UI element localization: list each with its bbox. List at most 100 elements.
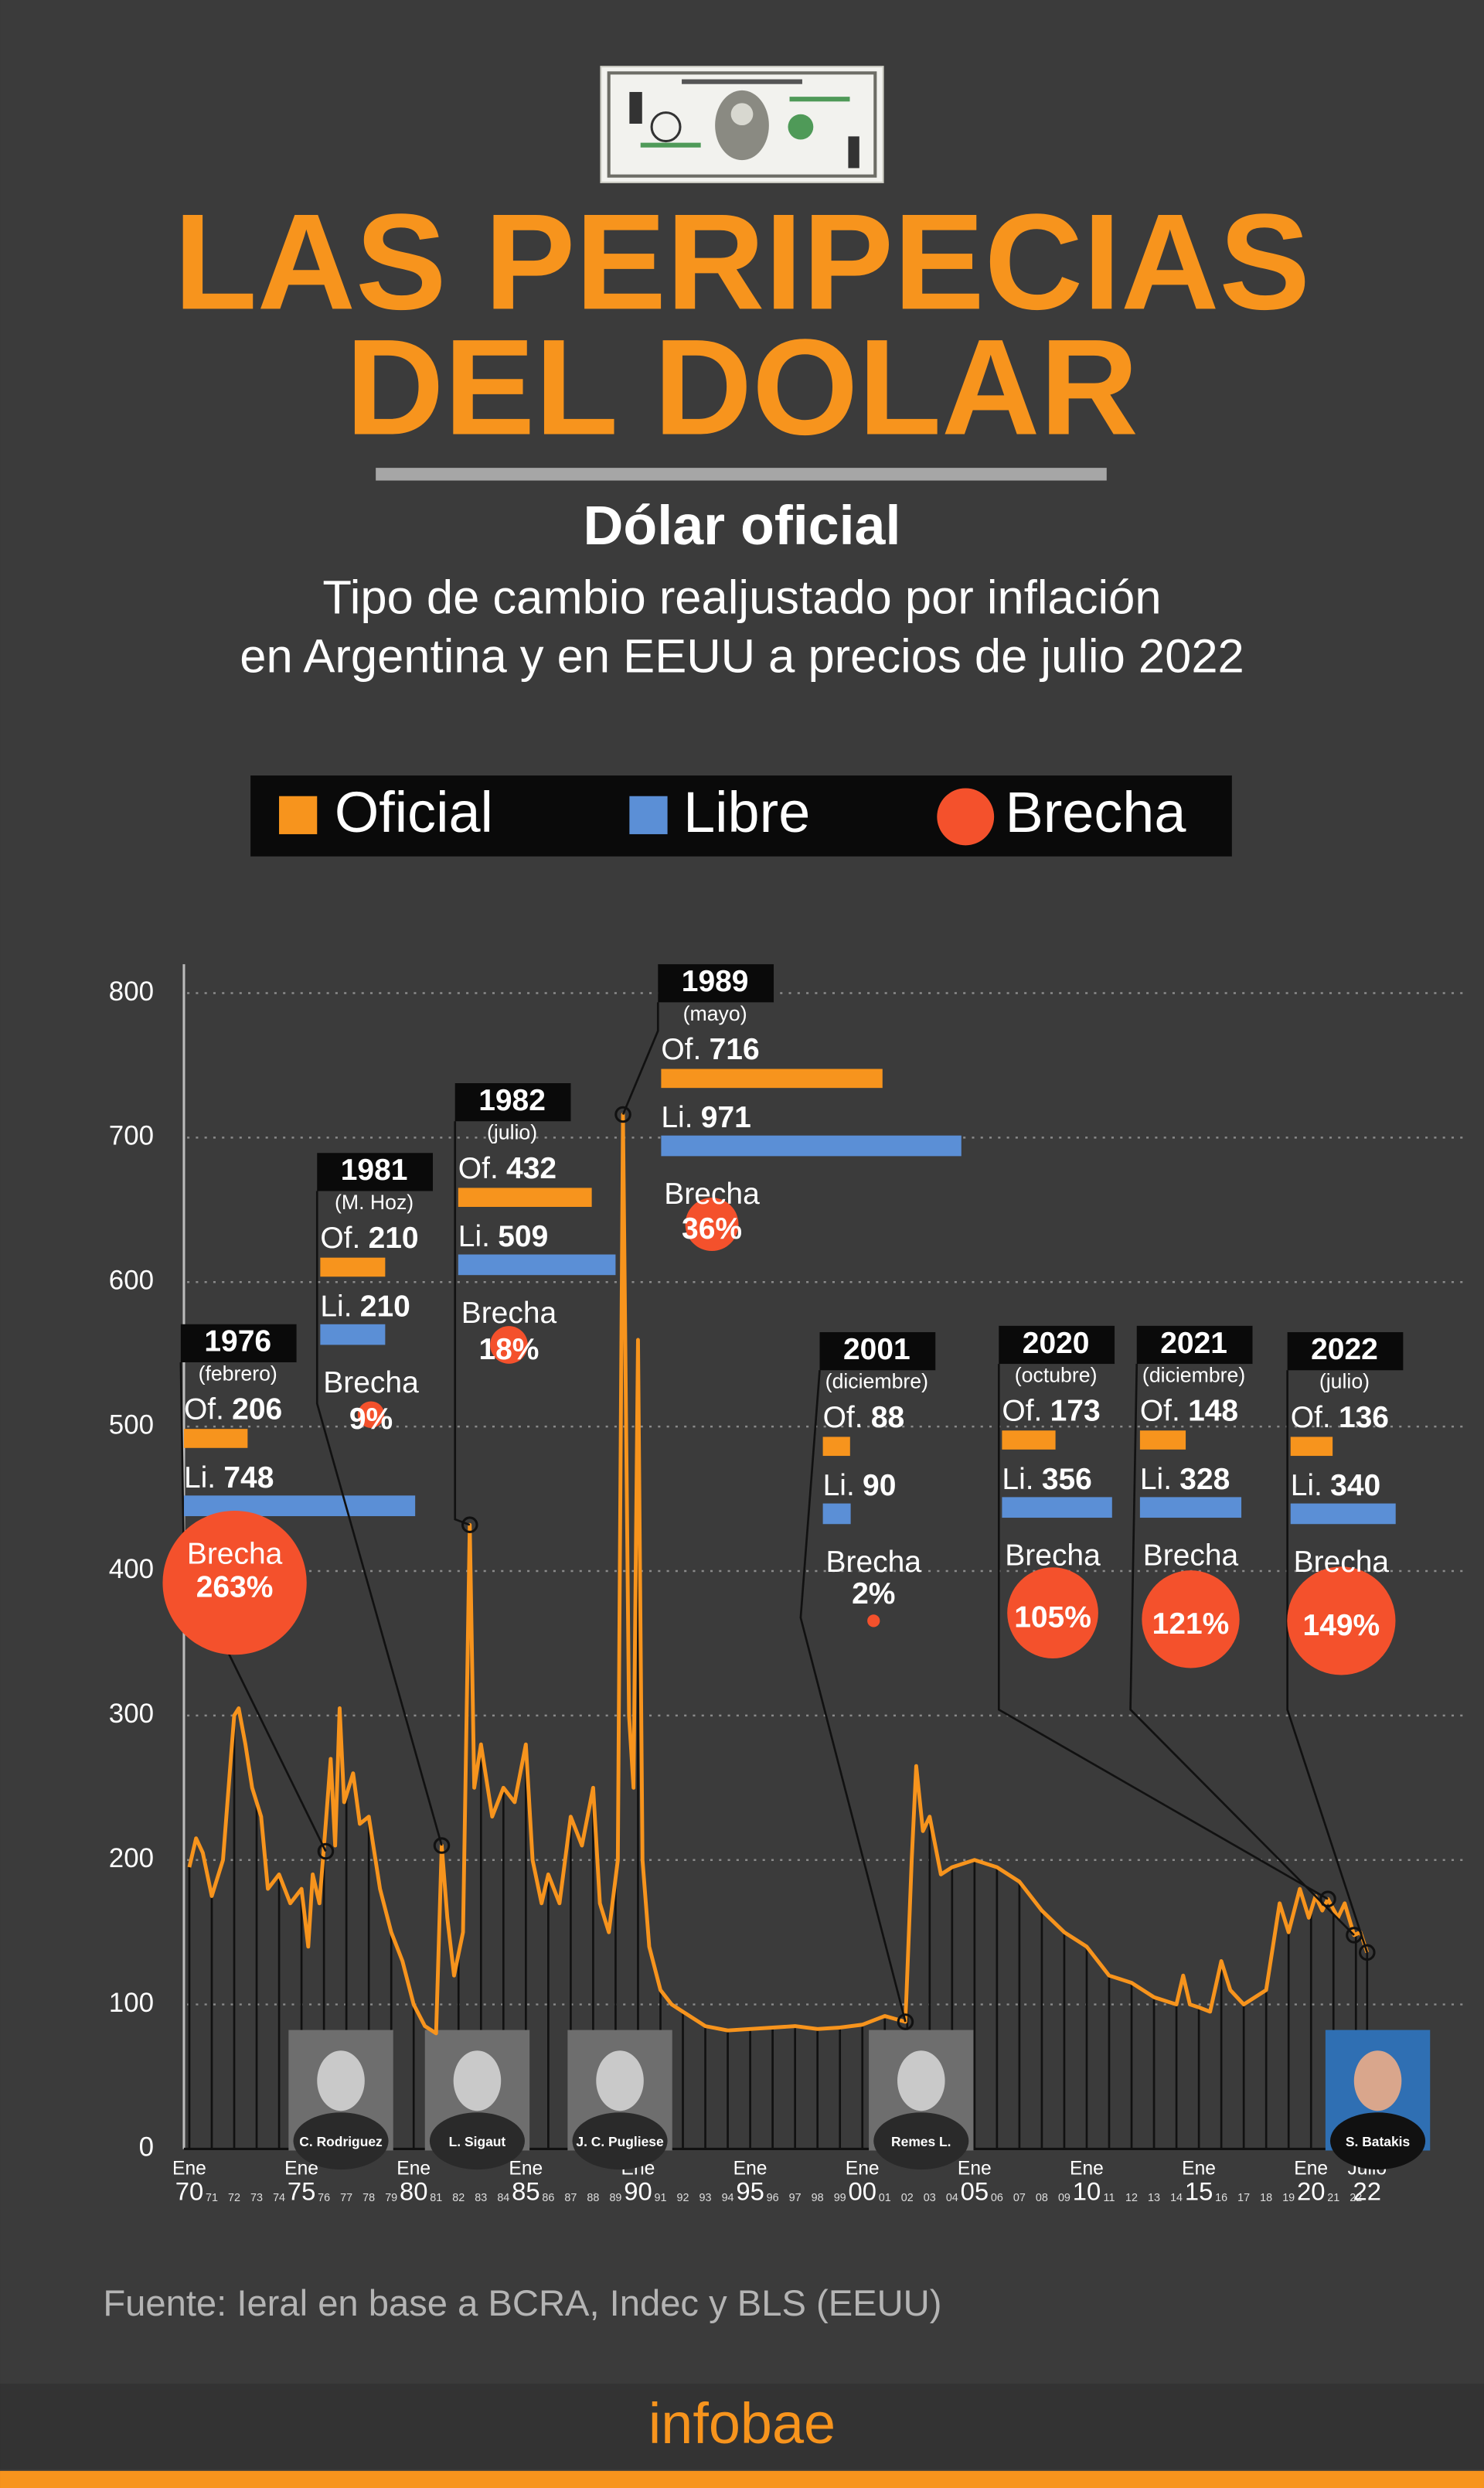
x-minor-label: 92 xyxy=(677,2192,689,2204)
oficial-prefix: Of. xyxy=(320,1222,360,1255)
portrait-body xyxy=(873,2112,969,2170)
x-minor-label: 96 xyxy=(767,2192,779,2204)
portrait-body xyxy=(293,2112,389,2170)
y-tick-label: 800 xyxy=(109,976,154,1007)
x-tick-month: Ene xyxy=(733,2159,768,2180)
x-minor-label: 78 xyxy=(362,2192,375,2204)
portrait: L. Sigaut xyxy=(424,2030,530,2170)
legend-label: Libre xyxy=(683,780,810,844)
brecha-circle xyxy=(357,1401,385,1428)
x-tick-label: 15 xyxy=(1185,2177,1213,2206)
brecha-value: 9% xyxy=(349,1402,393,1436)
footer-bar xyxy=(0,2384,1484,2469)
x-tick-month: Ene xyxy=(846,2159,880,2180)
callout-year: 1989 xyxy=(682,965,749,998)
x-minor-label: 16 xyxy=(1215,2192,1227,2204)
x-minor-label: 02 xyxy=(901,2192,914,2204)
x-tick-label: 75 xyxy=(288,2177,315,2206)
year-box xyxy=(454,1083,571,1122)
oficial-bar xyxy=(1290,1437,1333,1457)
x-minor-label: 91 xyxy=(655,2192,667,2204)
leader-line xyxy=(1129,1364,1355,1936)
oficial-bar xyxy=(320,1257,386,1277)
oficial-label: Of. 432 xyxy=(458,1152,556,1185)
x-minor-label: 73 xyxy=(250,2192,263,2204)
portrait: S. Batakis xyxy=(1325,2030,1431,2170)
y-tick-label: 0 xyxy=(139,2132,154,2163)
x-tick-label: 85 xyxy=(512,2177,539,2206)
portrait-head xyxy=(1353,2050,1402,2111)
callout-note: (diciembre) xyxy=(1142,1364,1245,1387)
portrait-head xyxy=(317,2050,365,2111)
callout-year: 1981 xyxy=(341,1154,408,1187)
x-minor-label: 97 xyxy=(789,2192,802,2204)
title-line: DEL DOLAR xyxy=(345,311,1139,463)
x-minor-label: 84 xyxy=(497,2192,509,2204)
x-minor-label: 12 xyxy=(1125,2192,1138,2204)
callout-note: (febrero) xyxy=(199,1362,277,1385)
libre-prefix: Li. xyxy=(1140,1463,1172,1496)
oficial-value: 432 xyxy=(506,1152,556,1185)
x-minor-label: 08 xyxy=(1036,2192,1048,2204)
libre-bar xyxy=(822,1503,851,1525)
highlight-point xyxy=(433,1837,451,1854)
x-tick-month: Ene xyxy=(397,2159,431,2180)
portrait: J. C. Pugliese xyxy=(567,2030,672,2170)
libre-bar xyxy=(1002,1497,1112,1518)
libre-bar xyxy=(320,1324,386,1345)
oficial-prefix: Of. xyxy=(823,1401,863,1434)
portrait-head xyxy=(596,2050,644,2111)
oficial-bar xyxy=(183,1429,248,1448)
year-box xyxy=(1287,1332,1404,1371)
brecha-value: 121% xyxy=(1152,1607,1230,1641)
x-minor-label: 03 xyxy=(924,2192,936,2204)
libre-value: 356 xyxy=(1042,1463,1092,1496)
callout-note: (julio) xyxy=(487,1121,537,1144)
highlight-point xyxy=(317,1842,335,1860)
description-line: en Argentina y en EEUU a precios de juli… xyxy=(240,630,1244,683)
portrait: C. Rodriguez xyxy=(288,2030,393,2170)
highlight-point xyxy=(1319,1890,1336,1907)
legend-swatch xyxy=(937,788,995,846)
callout-year: 1976 xyxy=(204,1325,271,1358)
oficial-bar xyxy=(458,1188,592,1208)
oficial-label: Of. 206 xyxy=(184,1393,282,1426)
x-tick-month: Ene xyxy=(509,2159,543,2180)
brecha-circle xyxy=(1287,1566,1396,1675)
title-rule xyxy=(376,468,1107,481)
y-tick-label: 400 xyxy=(109,1554,154,1584)
x-minor-label: 88 xyxy=(587,2192,599,2204)
brecha-value: 36% xyxy=(682,1212,742,1246)
oficial-bar xyxy=(661,1068,883,1089)
x-tick-month: Ene xyxy=(1294,2159,1328,2180)
dollar-bill xyxy=(600,66,884,183)
x-minor-label: 04 xyxy=(946,2192,958,2204)
source: Fuente: Ieral en base a BCRA, Indec y BL… xyxy=(103,2282,941,2323)
x-minor-label: 76 xyxy=(318,2192,330,2204)
x-minor-label: 93 xyxy=(699,2192,712,2204)
year-box xyxy=(658,964,774,1003)
x-tick-label: 22 xyxy=(1353,2177,1381,2206)
portrait-caption: C. Rodriguez xyxy=(299,2134,383,2149)
y-tick-label: 500 xyxy=(109,1409,154,1440)
leader-line xyxy=(997,1364,1329,1900)
x-minor-label: 99 xyxy=(834,2192,846,2204)
portrait-body xyxy=(572,2112,668,2170)
libre-bar xyxy=(1290,1503,1396,1525)
x-minor-label: 72 xyxy=(228,2192,240,2204)
chart: Oficial Libre Brecha0100200300400500600700… xyxy=(109,780,1467,2206)
oficial-value: 88 xyxy=(871,1401,904,1434)
brecha-value: 18% xyxy=(478,1333,539,1366)
libre-value: 90 xyxy=(863,1469,896,1502)
callout-year: 1982 xyxy=(478,1084,546,1117)
y-tick-label: 200 xyxy=(109,1843,154,1873)
x-minor-label: 77 xyxy=(340,2192,352,2204)
brecha-text: Brecha xyxy=(664,1178,760,1211)
x-minor-label: 09 xyxy=(1058,2192,1070,2204)
brecha-text: Brecha xyxy=(826,1546,922,1579)
libre-prefix: Li. xyxy=(1002,1463,1033,1496)
portrait-caption: J. C. Pugliese xyxy=(576,2134,664,2149)
